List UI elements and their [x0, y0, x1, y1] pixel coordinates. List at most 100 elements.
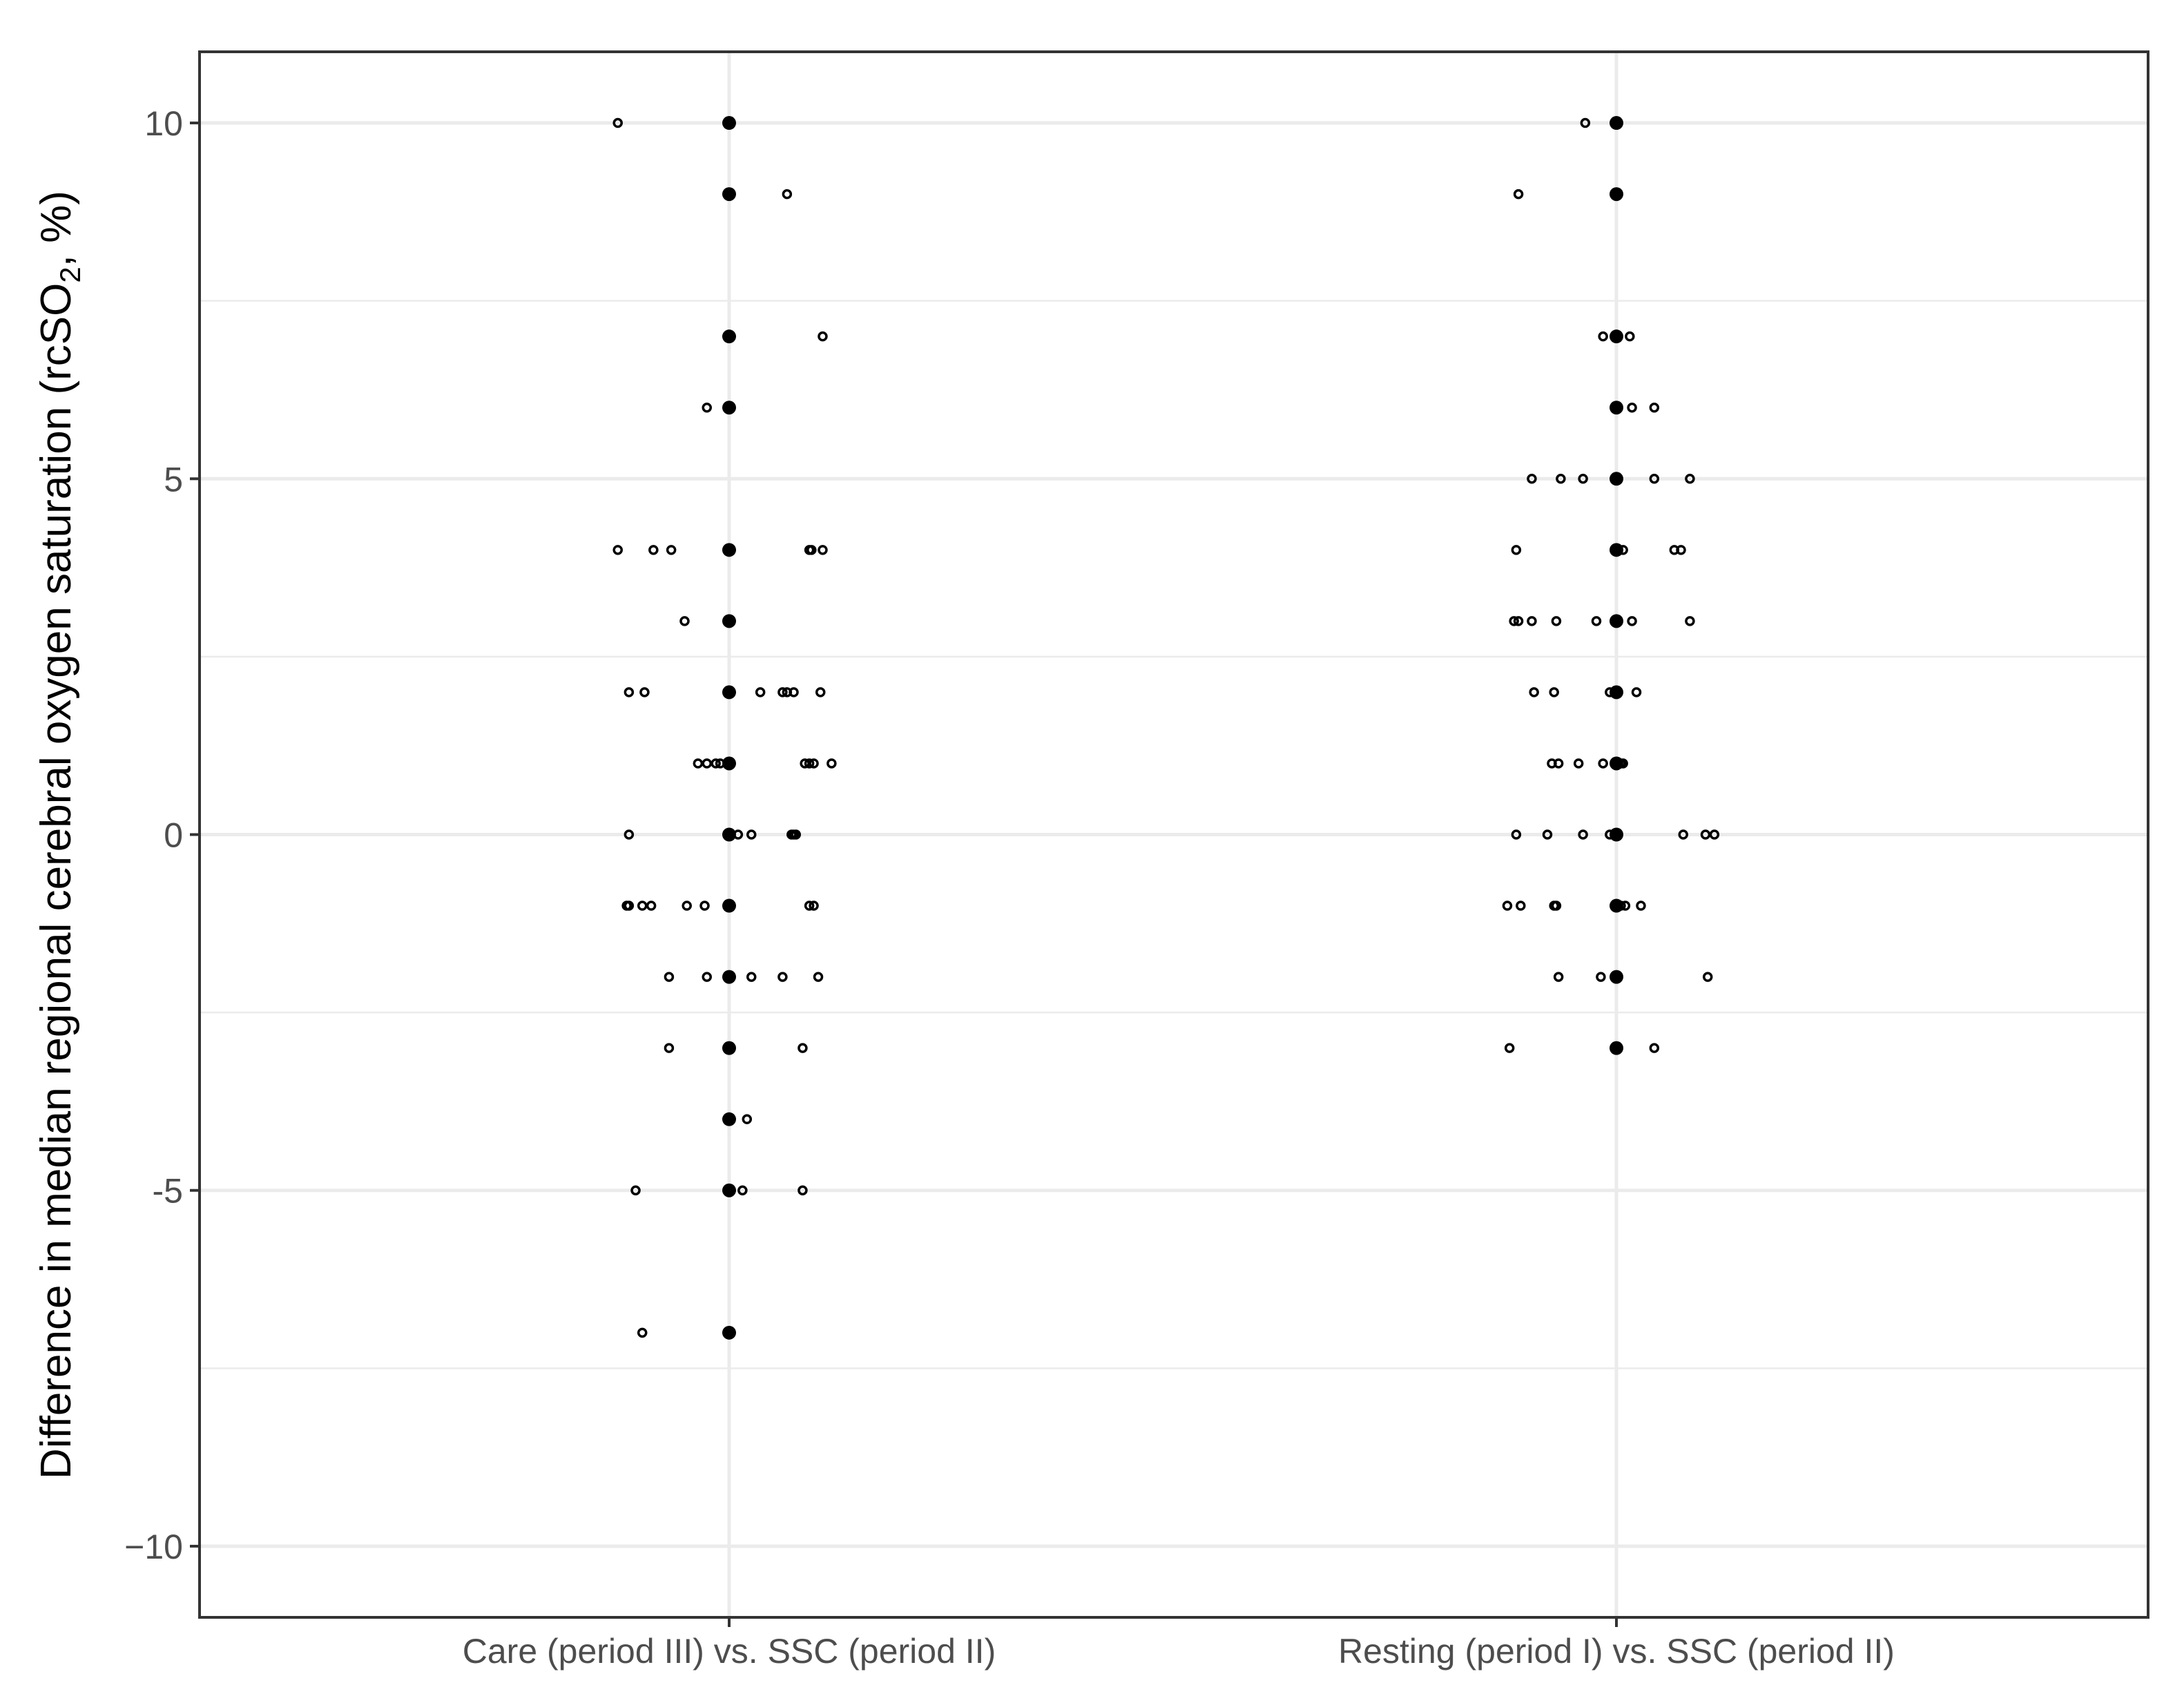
raw-data-point — [679, 616, 690, 626]
raw-data-point — [639, 687, 650, 697]
y-axis-title-suffix: , %) — [32, 191, 80, 267]
raw-data-point — [1685, 616, 1695, 626]
median-point — [722, 1183, 736, 1197]
raw-data-point — [624, 829, 635, 840]
y-axis: −10 -5 0 5 10 — [124, 104, 200, 1566]
median-point — [1610, 187, 1623, 202]
raw-data-point — [1676, 545, 1686, 555]
raw-data-point — [789, 687, 799, 697]
x-tick-label: Resting (period I) vs. SSC (period II) — [1338, 1632, 1895, 1671]
raw-data-point — [666, 545, 677, 555]
raw-data-point — [1678, 829, 1688, 840]
major-gridlines — [200, 52, 2148, 1617]
raw-data-point — [827, 758, 837, 769]
raw-data-point — [637, 1327, 648, 1338]
raw-data-point — [1513, 189, 1524, 200]
data-points — [612, 116, 1720, 1340]
raw-data-point — [791, 829, 801, 840]
raw-data-point — [1553, 972, 1564, 982]
raw-data-point — [664, 972, 675, 982]
raw-data-point — [646, 901, 657, 911]
raw-data-point — [809, 901, 819, 911]
raw-data-point — [806, 545, 817, 555]
y-tick-label: -5 — [153, 1172, 183, 1211]
raw-data-point — [1700, 829, 1711, 840]
raw-data-point — [818, 545, 828, 555]
y-tick-label: 10 — [144, 104, 183, 143]
y-tick-label: 5 — [164, 460, 183, 499]
raw-data-point — [702, 402, 712, 413]
x-tick-label: Care (period III) vs. SSC (period II) — [463, 1632, 996, 1671]
median-point — [1610, 329, 1623, 344]
median-point — [1610, 614, 1623, 628]
raw-data-point — [624, 901, 635, 911]
y-tick-label: 0 — [164, 816, 183, 855]
raw-data-point — [1627, 402, 1637, 413]
raw-data-point — [664, 1043, 675, 1053]
raw-data-point — [1578, 829, 1588, 840]
raw-data-point — [1702, 972, 1713, 982]
raw-data-point — [813, 972, 824, 982]
raw-data-point — [1511, 545, 1522, 555]
raw-data-point — [1625, 331, 1635, 342]
median-point — [1610, 1041, 1623, 1055]
median-point — [1610, 543, 1623, 557]
median-point — [1610, 401, 1623, 415]
raw-data-point — [637, 901, 648, 911]
median-point — [722, 685, 736, 700]
raw-data-point — [746, 972, 757, 982]
raw-data-point — [1580, 117, 1591, 128]
median-point — [722, 614, 736, 628]
raw-data-point — [1504, 1043, 1515, 1053]
raw-data-point — [1551, 901, 1562, 911]
raw-data-point — [1598, 758, 1608, 769]
y-axis-title-main: Difference in median regional cerebral o… — [32, 283, 80, 1479]
median-point — [722, 543, 736, 557]
raw-data-point — [1578, 474, 1588, 484]
y-axis-title-subscript: 2 — [54, 267, 86, 282]
raw-data-point — [693, 758, 704, 769]
raw-data-point — [1551, 616, 1562, 626]
median-point — [1610, 685, 1623, 700]
median-point — [1610, 970, 1623, 984]
raw-data-point — [1649, 474, 1660, 484]
raw-data-point — [702, 758, 712, 769]
minor-gridlines — [200, 300, 2148, 1369]
raw-data-point — [809, 758, 819, 769]
median-point — [1610, 116, 1623, 131]
median-point — [1610, 472, 1623, 486]
raw-data-point — [702, 972, 712, 982]
median-point — [722, 827, 736, 842]
raw-data-point — [612, 545, 623, 555]
raw-data-point — [737, 1185, 748, 1195]
raw-data-point — [1596, 972, 1606, 982]
median-point — [722, 898, 736, 913]
median-point — [722, 1112, 736, 1126]
median-point — [722, 756, 736, 771]
y-tick-label: −10 — [124, 1528, 183, 1566]
raw-data-point — [798, 1185, 808, 1195]
median-point — [722, 116, 736, 131]
raw-data-point — [682, 901, 692, 911]
raw-data-point — [818, 331, 828, 342]
y-axis-title: Difference in median regional cerebral o… — [32, 191, 86, 1479]
raw-data-point — [1553, 758, 1564, 769]
raw-data-point — [1509, 616, 1519, 626]
raw-data-point — [1542, 829, 1553, 840]
median-point — [1610, 827, 1623, 842]
raw-data-point — [648, 545, 659, 555]
raw-data-point — [1513, 616, 1524, 626]
raw-data-point — [777, 972, 788, 982]
median-point — [722, 970, 736, 984]
raw-data-point — [1636, 901, 1646, 911]
raw-data-point — [1649, 1043, 1660, 1053]
raw-data-point — [1549, 687, 1559, 697]
median-point — [722, 1325, 736, 1340]
raw-data-point — [742, 1114, 753, 1124]
median-point — [722, 329, 736, 344]
median-point — [1610, 898, 1623, 913]
raw-data-point — [804, 901, 815, 911]
raw-data-point — [804, 758, 815, 769]
raw-data-point — [1685, 474, 1695, 484]
